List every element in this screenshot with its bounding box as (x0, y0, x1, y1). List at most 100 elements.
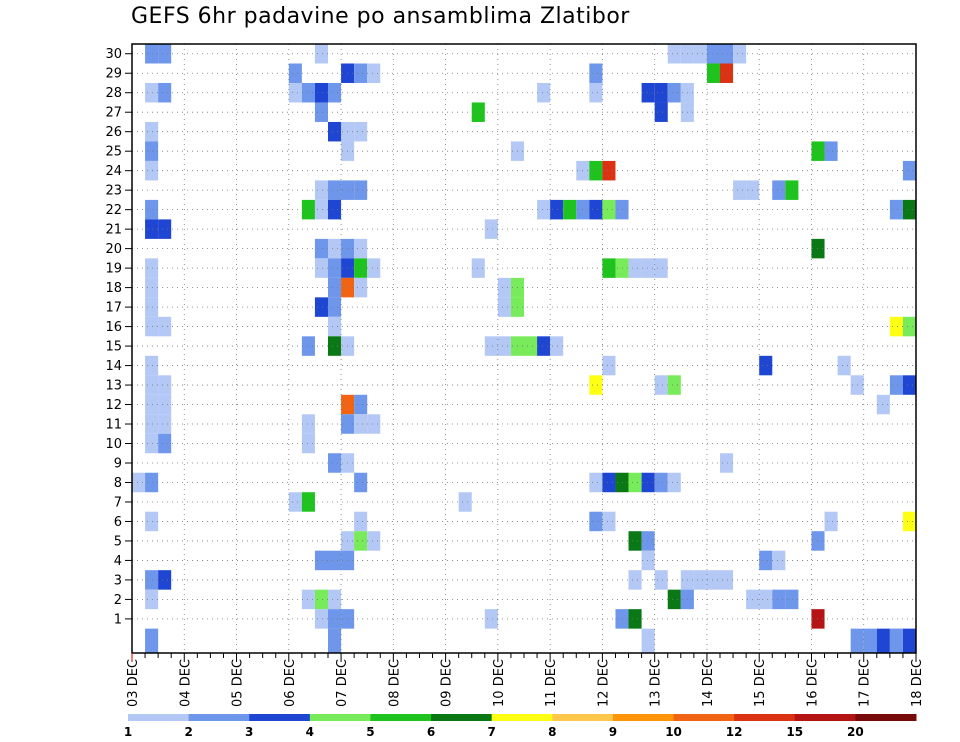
heatmap-cell (145, 121, 159, 142)
colorbar-swatch (249, 714, 311, 721)
heatmap-cell (328, 550, 342, 571)
colorbar-tick-label: 15 (786, 725, 803, 739)
heatmap-cell (145, 433, 159, 454)
heatmap-cell (589, 160, 603, 181)
heatmap-cell (811, 238, 825, 259)
colorbar-swatch (673, 714, 735, 721)
heatmap-cell (667, 375, 681, 395)
heatmap-cell (158, 316, 172, 337)
colorbar-swatch (370, 714, 432, 721)
heatmap-cell (641, 550, 655, 571)
heatmap-cell (328, 238, 342, 259)
x-axis-ticks: 03 DEC 04 DEC 05 DEC 06 DEC 07 DEC 08 DEC 09 D… (126, 653, 925, 707)
x-tick-label: 14 DEC (701, 659, 716, 707)
y-tick-label: 1 (114, 612, 122, 627)
heatmap-cell (720, 453, 734, 473)
heatmap-cell (706, 570, 720, 590)
heatmap-cell (314, 238, 328, 259)
heatmap-cell (693, 570, 707, 590)
heatmap-cell (354, 180, 368, 200)
heatmap-cell (811, 531, 825, 551)
grid-lines (132, 44, 916, 653)
heatmap-cell (145, 277, 159, 298)
y-tick-label: 3 (114, 573, 122, 588)
colorbar-tick-label: 8 (548, 725, 556, 739)
heatmap-cell (328, 258, 342, 278)
heatmap-cell (602, 199, 616, 220)
heatmap-cell (158, 44, 172, 64)
heatmap-cell (811, 609, 825, 629)
heatmap-cell (628, 609, 642, 629)
colorbar-swatch (552, 714, 614, 721)
x-tick-label: 13 DEC (649, 659, 664, 707)
heatmap-cell (654, 375, 668, 395)
heatmap-cells (132, 44, 916, 653)
heatmap-cell (301, 199, 315, 220)
heatmap-cell (328, 121, 342, 142)
heatmap-cell (837, 355, 851, 376)
heatmap-cell (811, 141, 825, 161)
x-tick-label: 10 DEC (492, 659, 507, 707)
y-tick-label: 12 (105, 398, 122, 413)
heatmap-cell (145, 355, 159, 376)
colorbar-tick-label: 5 (366, 725, 374, 739)
heatmap-cell (563, 199, 577, 220)
heatmap-cell (641, 472, 655, 493)
heatmap-cell (328, 628, 342, 653)
y-tick-label: 29 (105, 67, 122, 82)
heatmap-cell (902, 199, 916, 220)
heatmap-cell (733, 44, 747, 64)
heatmap-cell (772, 180, 786, 200)
heatmap-cell (497, 336, 511, 356)
heatmap-cell (824, 141, 838, 161)
heatmap-cell (354, 258, 368, 278)
heatmap-cell (471, 258, 485, 278)
heatmap-cell (145, 44, 159, 64)
heatmap-cell (328, 316, 342, 337)
y-tick-label: 26 (105, 125, 122, 140)
heatmap-cell (301, 492, 315, 512)
colorbar-tick-label: 4 (306, 725, 314, 739)
colorbar-tick-label: 6 (427, 725, 435, 739)
heatmap-cell (314, 44, 328, 64)
colorbar-tick-label: 12 (726, 725, 743, 739)
heatmap-cell (288, 63, 302, 83)
heatmap-cell (759, 589, 773, 610)
heatmap-cell (484, 219, 498, 239)
heatmap-cell (589, 511, 603, 532)
heatmap-cell (145, 160, 159, 181)
colorbar-swatch (734, 714, 796, 721)
y-tick-label: 18 (105, 281, 122, 296)
x-tick-label: 09 DEC (440, 659, 455, 707)
colorbar-swatch (855, 714, 917, 721)
heatmap-cell (484, 609, 498, 629)
heatmap-cell (328, 609, 342, 629)
heatmap-cell (902, 316, 916, 337)
heatmap-cell (602, 160, 616, 181)
heatmap-cell (367, 258, 381, 278)
heatmap-cell (889, 316, 903, 337)
heatmap-cell (524, 336, 538, 356)
y-axis-ticks: 1234567891011121314151617181920212223242… (105, 47, 132, 627)
heatmap-cell (328, 453, 342, 473)
heatmap-cell (654, 570, 668, 590)
y-tick-label: 5 (114, 534, 122, 549)
heatmap-cell (706, 63, 720, 83)
heatmap-cell (354, 394, 368, 415)
y-tick-label: 13 (105, 379, 122, 394)
colorbar-swatch (794, 714, 856, 721)
heatmap-cell (720, 570, 734, 590)
x-tick-label: 07 DEC (335, 659, 350, 707)
heatmap-cell (314, 258, 328, 278)
heatmap-cell (902, 375, 916, 395)
heatmap-cell (458, 492, 472, 512)
chart-title: GEFS 6hr padavine po ansamblima Zlatibor (131, 4, 630, 29)
y-tick-label: 14 (105, 359, 122, 374)
heatmap-cell (497, 297, 511, 317)
heatmap-cell (589, 375, 603, 395)
heatmap-cell (145, 628, 159, 653)
colorbar-tick-label: 20 (847, 725, 864, 739)
heatmap-cell (145, 394, 159, 415)
heatmap-cell (314, 589, 328, 610)
heatmap-cell (158, 82, 172, 103)
